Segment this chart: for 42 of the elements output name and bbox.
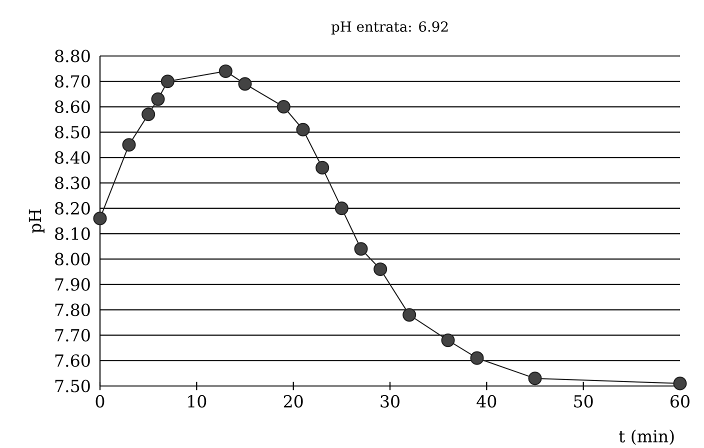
- y-tick-label: 8.30: [55, 176, 90, 190]
- y-tick-label: 7.90: [55, 278, 90, 291]
- point: [276, 100, 290, 114]
- y-tick-label: 8.50: [55, 126, 90, 138]
- point: [334, 202, 348, 216]
- y-tick-label: 8.00: [55, 252, 90, 266]
- x-tick-label: 40: [476, 395, 496, 408]
- point: [93, 212, 107, 226]
- y-tick-label: 8.40: [55, 151, 90, 164]
- x-axis-title: t (min): [618, 430, 674, 445]
- y-tick-label: 8.60: [55, 100, 90, 114]
- point: [673, 376, 687, 390]
- y-tick-label: 7.70: [55, 328, 90, 342]
- point: [374, 262, 388, 276]
- y-tick-label: 8.70: [55, 75, 90, 88]
- x-tick-label: 50: [574, 395, 593, 408]
- point: [218, 64, 232, 78]
- point: [151, 92, 165, 106]
- x-tick-label: 60: [670, 395, 690, 408]
- point: [441, 334, 455, 348]
- point: [296, 122, 310, 136]
- x-tick-label: 20: [284, 395, 303, 408]
- y-tick-label: 8.10: [55, 227, 90, 240]
- y-tick-label: 7.50: [55, 380, 90, 392]
- y-tick-label: 8.80: [55, 50, 90, 62]
- point: [402, 308, 416, 322]
- x-tick-label: 10: [188, 395, 206, 408]
- y-tick-label: 7.80: [55, 304, 90, 316]
- x-tick-label: 30: [380, 395, 400, 408]
- point: [238, 77, 252, 91]
- point: [160, 74, 174, 88]
- point: [142, 108, 156, 122]
- point: [354, 242, 368, 256]
- y-tick-label: 7.60: [55, 354, 90, 367]
- point: [470, 351, 484, 365]
- point: [316, 160, 330, 174]
- point: [528, 372, 542, 386]
- y-tick-label: 8.20: [55, 202, 90, 215]
- point: [122, 138, 136, 152]
- y-axis-title: pH: [28, 209, 44, 234]
- x-tick-label: 0: [96, 395, 104, 408]
- chart-title: pH entrata: 6.92: [331, 21, 448, 35]
